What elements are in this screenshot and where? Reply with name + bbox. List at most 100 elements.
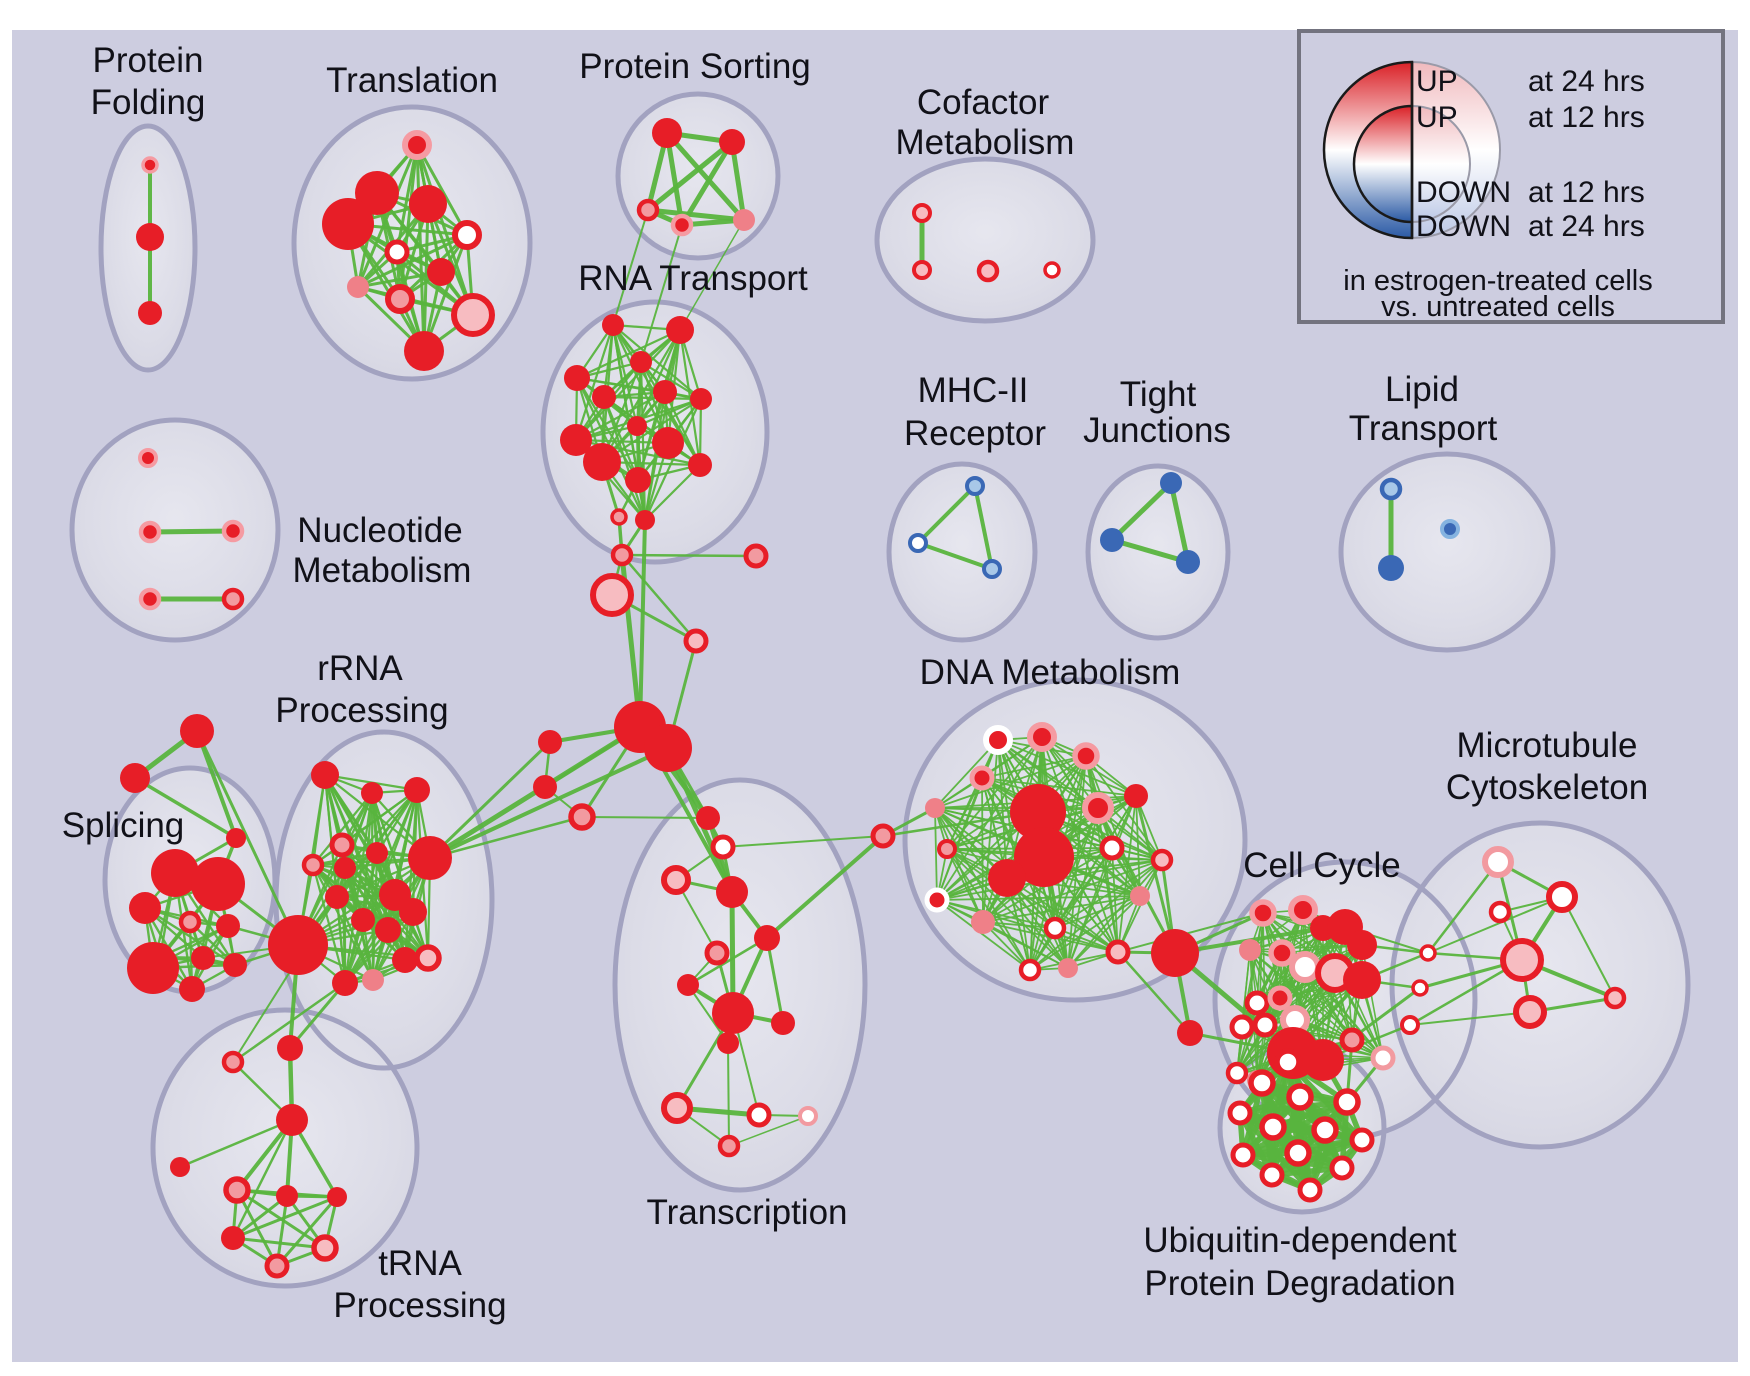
node-rna_transport-9 [652,427,684,459]
cluster-label-trna_processing: tRNA [378,1244,462,1283]
node-lipid_transport-1 [1378,555,1404,581]
node-transcription-1 [710,834,736,860]
legend-inner-circle-left-half [1352,104,1414,224]
node-dna_metabolism-13 [1130,886,1150,906]
node-microtubule_cytoskeleton-5 [1513,995,1547,1029]
node-rrna_processing-5 [334,857,356,879]
node-rrna_processing-14 [332,970,358,996]
node-rrna_processing-7 [408,836,452,880]
edge-dna_metabolism [936,755,1087,901]
legend-term: DOWN [1416,210,1511,243]
node-dna_metabolism-12 [1150,848,1174,872]
cluster-ellipse-outline-protein_folding [98,123,198,373]
cluster-ellipses-outline [69,91,1691,1289]
node-nucleotide_metabolism-1 [138,520,162,544]
edge-rrna_processing [343,788,419,870]
edge-splicing [133,776,238,840]
cluster-label-cofactor_metabolism: Cofactor [917,83,1050,122]
legend-term: UP [1416,101,1458,134]
cluster-ellipse-outline-trna_processing [150,1007,420,1289]
node-rrna_processing-13 [268,915,328,975]
node-rna_transport-0 [602,314,624,336]
cluster-label-nucleotide_metabolism: Metabolism [293,551,472,590]
edge-transcription [686,936,769,987]
edge-dna_metabolism [1029,859,1163,971]
legend-footer-line: in estrogen-treated cells [1343,265,1653,297]
node-cofactor_metabolism-1 [912,260,932,280]
node-ubiquitin_degradation-10 [1329,1155,1355,1181]
edge-inter-cluster [428,815,584,860]
edge-rna_transport [575,328,682,380]
cluster-ellipse-outline-lipid_transport [1338,451,1556,653]
edge-inter-cluster [638,518,647,729]
node-cell_cycle-7 [1289,951,1321,983]
node-cell_cycle-17 [1225,1061,1249,1085]
edge-rrna_processing [335,895,375,982]
node-splicing-10 [127,942,179,994]
edge-tight_junctions [1109,537,1191,565]
node-dna_metabolism-6 [1010,784,1066,840]
cluster-ellipse-trna_processing [153,1010,417,1286]
node-rna_transport-18 [590,573,634,617]
node-connectors-1 [533,775,557,799]
edge-nucleotide_metabolism [147,528,236,535]
node-cofactor_metabolism-0 [912,203,932,223]
node-cell_cycle-19 [1339,1027,1365,1053]
cluster-label-microtubule_cytoskeleton: Cytoskeleton [1446,768,1648,807]
edge-translation [415,143,469,237]
cluster-label-ubiquitin_degradation: Protein Degradation [1144,1264,1455,1303]
node-nucleotide_metabolism-2 [221,519,245,543]
node-translation-0 [402,130,432,160]
node-protein_sorting-0 [652,118,682,148]
cluster-ellipse-outline-dna_metabolism [902,677,1248,1003]
cluster-label-lipid_transport: Transport [1349,409,1498,448]
node-splicing-12 [223,953,247,977]
node-rrna_processing-15 [362,969,384,991]
edge-dna_metabolism [982,921,1069,969]
edge-dna_metabolism [936,899,1056,929]
node-rrna_processing-9 [325,885,349,909]
node-splicing-2 [226,828,246,848]
node-nucleotide_metabolism-0 [138,448,158,468]
edge-rna_transport [611,323,703,401]
node-dna_metabolism-20 [1151,929,1199,977]
node-splicing-0 [180,714,214,748]
node-protein_sorting-1 [719,129,745,155]
edge-inter-cluster [640,224,683,363]
edge-microtubule_cytoskeleton [1561,896,1616,999]
node-cell_cycle-1 [1288,895,1318,925]
node-trna_processing-4 [223,1176,251,1204]
node-ubiquitin_degradation-0 [1274,1048,1302,1076]
cluster-label-rrna_processing: rRNA [317,649,403,688]
edge-dna_metabolism [981,755,1087,779]
node-rrna_processing-10 [351,908,375,932]
legend-footer-line: vs. untreated cells [1381,291,1615,323]
edge-mhc2_receptor [916,541,994,571]
node-transcription-2 [661,865,691,895]
node-translation-9 [451,293,495,337]
cluster-ellipse-outline-nucleotide_metabolism [69,417,281,643]
cluster-label-nucleotide_metabolism: Nucleotide [297,511,462,550]
edge-translation [415,143,475,317]
node-rrna_processing-6 [366,842,388,864]
edge-dna_metabolism [981,777,1163,861]
cluster-label-microtubule_cytoskeleton: Microtubule [1457,726,1638,765]
edge-inter-cluster [1426,860,1500,955]
edge-cell_cycle [1294,1019,1384,1059]
node-transcription-4 [754,925,780,951]
edge-trna_processing [178,1118,294,1169]
node-protein_folding-1 [136,223,164,251]
node-cell_cycle-23 [1400,1015,1420,1035]
node-splicing-3 [151,849,199,897]
edge-dna_metabolism [1097,807,1119,953]
node-translation-7 [347,276,369,298]
node-dna_metabolism-1 [1027,722,1057,752]
node-rna_transport-17 [683,628,709,654]
cluster-label-mhc2_receptor: MHC-II [918,371,1029,410]
node-tight_junctions-0 [1160,472,1182,494]
edge-inter-cluster [231,981,347,1064]
node-translation-6 [427,258,455,286]
edge-inter-cluster [765,834,885,940]
edge-protein_sorting [679,139,735,228]
